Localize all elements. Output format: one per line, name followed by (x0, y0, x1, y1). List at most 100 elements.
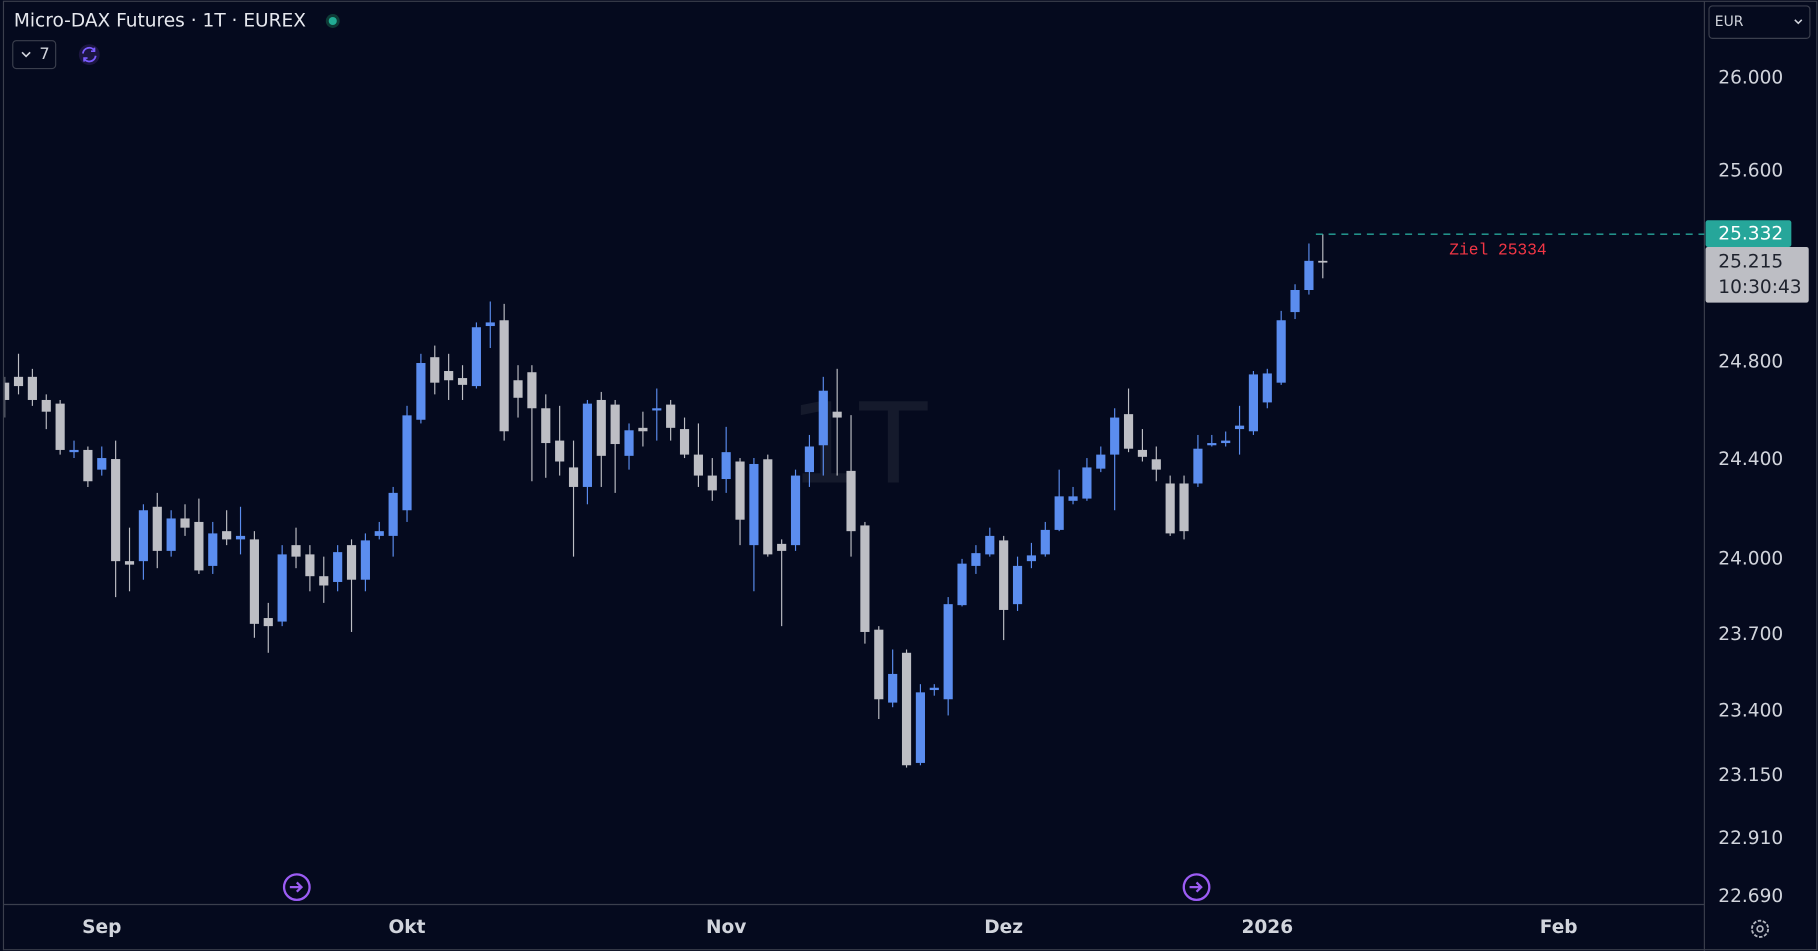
candle-body (166, 518, 176, 551)
candle-body (319, 576, 329, 586)
candle-body (388, 492, 398, 536)
candle-body (180, 518, 190, 528)
y-tick-label: 23.700 (1718, 624, 1783, 645)
candle-body (138, 510, 148, 562)
candle-body (582, 403, 592, 487)
plot-area (4, 234, 1328, 768)
status-dot (328, 16, 337, 26)
candle-body (1137, 449, 1147, 457)
candle-body (901, 652, 912, 766)
candle-body (277, 554, 287, 622)
y-tick-label: 23.150 (1718, 765, 1783, 786)
candle-body (1304, 260, 1314, 290)
candle-body (804, 446, 814, 473)
candle-body (1123, 414, 1134, 449)
candle-body (846, 470, 856, 532)
candle-body (888, 673, 898, 703)
candle-body (235, 535, 246, 540)
sync-icon[interactable] (78, 44, 100, 66)
candle-body (124, 561, 135, 565)
y-tick-label: 23.400 (1718, 701, 1783, 722)
candle-body (471, 327, 481, 387)
candle-body (1193, 448, 1203, 484)
candle-body (1248, 374, 1259, 432)
candle-body (499, 320, 509, 432)
candle-body (638, 427, 648, 432)
candle-body (1068, 496, 1078, 501)
candle-body (943, 604, 953, 700)
candle-body (1110, 417, 1120, 455)
candle-body (360, 540, 370, 580)
event-icon[interactable] (1182, 873, 1211, 902)
y-tick-label: 24.400 (1718, 449, 1783, 470)
candle-body (915, 692, 925, 763)
candle-body (957, 563, 967, 606)
candle-body (555, 440, 565, 462)
candle-body (249, 539, 259, 624)
indicator-count: 7 (39, 44, 49, 63)
y-tick-label: 25.600 (1718, 160, 1783, 181)
candle-body (790, 475, 801, 546)
candle-body (111, 459, 121, 562)
candle-body (874, 629, 884, 700)
candle-body (596, 399, 606, 456)
candle-body (971, 553, 981, 566)
y-tick-label: 22.910 (1718, 828, 1783, 849)
candle-body (1151, 459, 1161, 470)
candle-body (1082, 467, 1092, 499)
x-tick-label: Feb (1540, 917, 1578, 938)
candle-body (444, 371, 454, 381)
last-price-box (1705, 246, 1809, 303)
candle-body (985, 535, 995, 555)
candle-body (735, 461, 745, 520)
candle-body (707, 475, 717, 491)
candle-body (1165, 483, 1175, 534)
candle-body (1221, 440, 1231, 444)
y-tick-label: 24.800 (1718, 351, 1783, 372)
candle-body (55, 403, 65, 450)
candle-body (568, 467, 579, 487)
x-tick-label: Okt (389, 917, 426, 938)
candle-body (610, 404, 620, 445)
candle-body (721, 452, 731, 480)
candle-body (818, 390, 828, 446)
candle-body (333, 552, 343, 582)
candle-body (749, 463, 759, 546)
candle-body (693, 454, 703, 476)
candle-body (679, 429, 690, 455)
chart-title: Micro-DAX Futures · 1T · EUREX (14, 11, 306, 32)
candle-body (208, 533, 218, 566)
candle-body (83, 449, 93, 482)
candle-body (430, 357, 440, 383)
candle-body (152, 506, 162, 551)
candle-body (41, 399, 51, 412)
event-icon[interactable] (282, 873, 311, 902)
candle-body (1276, 320, 1286, 383)
candle-body (1262, 373, 1272, 403)
candle-body (513, 380, 523, 398)
candle-body (1290, 289, 1300, 313)
candle-body (666, 404, 676, 428)
candle-body (263, 618, 273, 627)
candle-body (1234, 425, 1245, 430)
candle-body (929, 687, 939, 691)
candle-body (541, 408, 551, 444)
candle-body (1096, 454, 1106, 469)
candle-body (1012, 565, 1023, 605)
indicator-toggle[interactable]: 7 (12, 40, 57, 70)
candle-body (374, 531, 384, 536)
candle-body (402, 415, 412, 511)
candle-body (624, 430, 634, 456)
candle-body (1026, 555, 1036, 562)
currency-dropdown[interactable]: EUR (1708, 5, 1811, 39)
settings-icon[interactable] (1750, 919, 1770, 938)
high-price-box (1705, 220, 1792, 247)
candle-body (4, 382, 10, 400)
watermark: 1T (789, 381, 929, 510)
candle-body (457, 378, 468, 385)
candle-body (527, 372, 537, 409)
candle-body (1207, 443, 1217, 446)
candle-body (346, 545, 357, 580)
